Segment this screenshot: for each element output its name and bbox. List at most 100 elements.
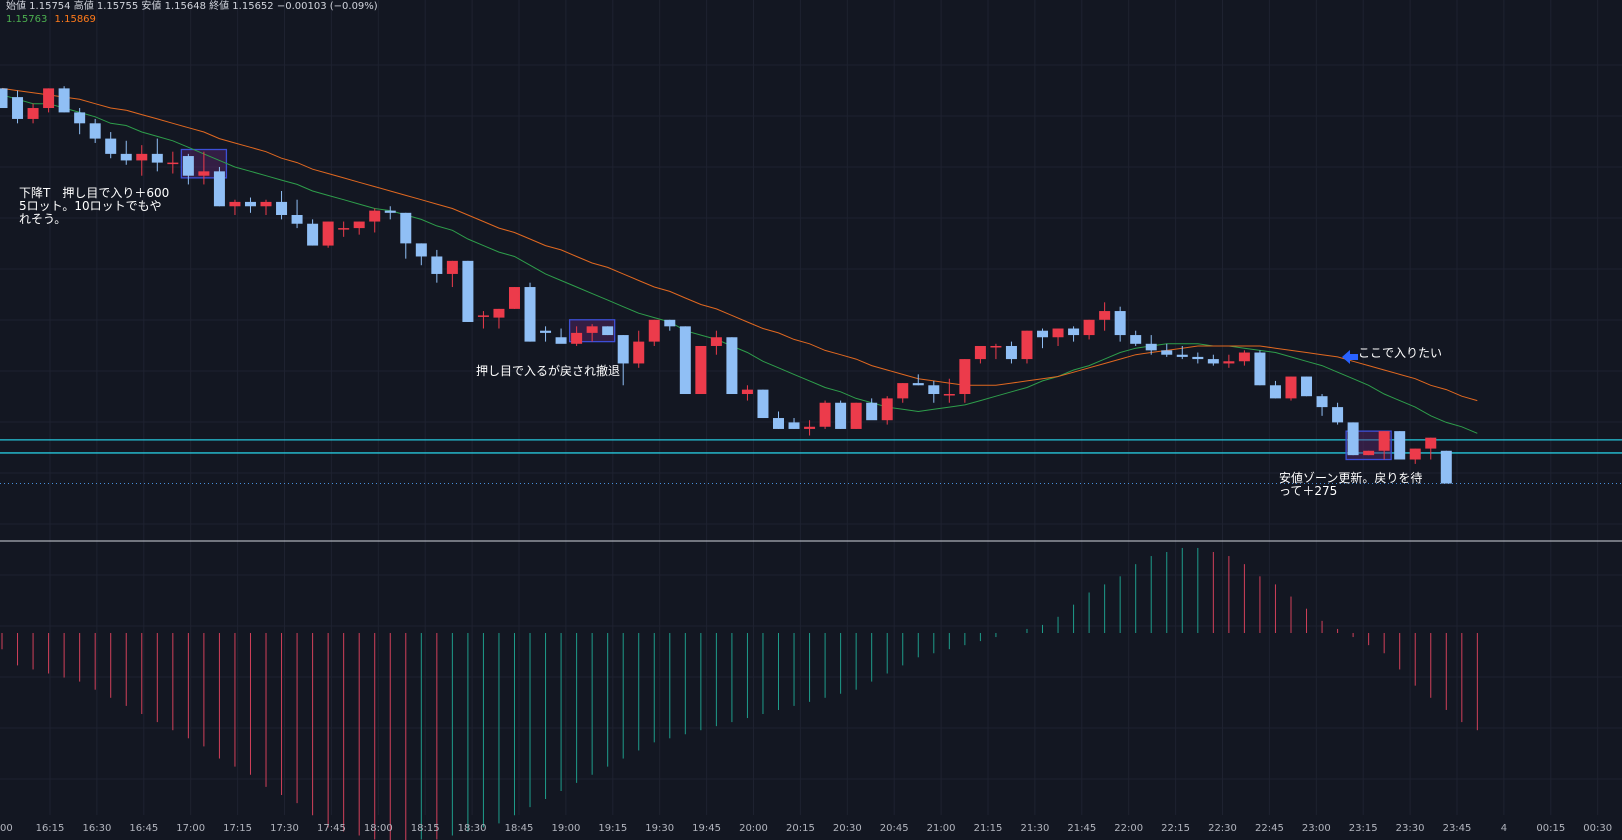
candle (493, 308, 505, 329)
candle (43, 88, 55, 113)
x-tick-label: 18:30 (458, 823, 487, 834)
candle (1037, 328, 1049, 349)
candle-body (12, 97, 24, 119)
x-tick-label: 18:45 (505, 823, 534, 834)
candle (58, 86, 70, 113)
candle (571, 326, 583, 346)
candle-body (1114, 311, 1126, 336)
candle-body (1223, 361, 1235, 364)
candle-body (897, 383, 909, 399)
candle (400, 212, 412, 259)
candle-body (850, 402, 862, 429)
ohlc-text: 始値 1.15754 高値 1.15755 安値 1.15648 終値 1.15… (6, 1, 378, 12)
candle (819, 400, 831, 429)
candle-body (508, 287, 520, 309)
time-axis: 00 16:15 16:30 16:45 17:00 17:15 17:30 17:45 18:… (0, 823, 1612, 834)
candle-body (540, 330, 552, 333)
candle-body (213, 171, 225, 207)
candle-body (322, 221, 334, 246)
candle-body (493, 308, 505, 318)
candle-body (959, 359, 971, 395)
candle (524, 282, 536, 342)
candle (1021, 330, 1033, 364)
candle (679, 326, 691, 395)
candle (1130, 330, 1142, 346)
candle-body (990, 345, 1002, 348)
candle-body (89, 123, 101, 139)
ma-legend: 1.15763 1.15869 (6, 14, 100, 25)
candlestick-series (0, 86, 1452, 484)
candle (1332, 402, 1344, 425)
candle-body (27, 108, 39, 119)
candle (1301, 376, 1313, 397)
candle (1068, 326, 1080, 342)
candle (881, 396, 893, 425)
candle (12, 90, 24, 124)
candle-body (912, 383, 924, 386)
x-tick-label: 22:30 (1208, 823, 1237, 834)
annotation-pullback-exit[interactable]: 押し目で入るが戻され撤退 (476, 364, 621, 378)
candle-body (1394, 431, 1406, 460)
candle-body (726, 337, 738, 395)
candle (244, 197, 256, 213)
candle-body (1409, 448, 1421, 460)
candle (943, 378, 955, 403)
x-tick-label: 16:45 (129, 823, 158, 834)
ma-slow-line (1, 87, 1478, 402)
candle (322, 221, 334, 248)
x-tick-label: 19:30 (645, 823, 674, 834)
x-tick-label: 20:30 (833, 823, 862, 834)
candle-body (974, 345, 986, 360)
candle (477, 311, 489, 329)
candle (1192, 352, 1204, 364)
annotation-entry-wish[interactable]: ここで入りたい (1358, 346, 1443, 360)
candle-body (835, 402, 847, 429)
candle (1347, 422, 1359, 456)
candle-body (819, 402, 831, 427)
candle-body (804, 426, 816, 429)
candle (260, 199, 272, 215)
candle (415, 243, 427, 266)
x-tick-label: 20:15 (786, 823, 815, 834)
candle-body (1192, 356, 1204, 360)
candle (508, 287, 520, 309)
candle-body (1145, 343, 1157, 351)
candle (105, 132, 117, 159)
histogram-series (1, 547, 1478, 840)
candle (384, 206, 396, 220)
candle (74, 108, 86, 135)
candle (338, 221, 350, 237)
candle-body (244, 201, 256, 207)
candle (1394, 431, 1406, 460)
x-tick-label: 19:45 (692, 823, 721, 834)
x-tick-label: 16:15 (36, 823, 65, 834)
candle (1114, 306, 1126, 342)
candle-body (1363, 450, 1375, 456)
annotation-downtrend[interactable]: 下降T 押し目で入り＋600 5ロット。10ロットでもや れそう。 (19, 186, 170, 226)
candle (1207, 354, 1219, 366)
candle (773, 411, 784, 429)
candle-body (462, 260, 474, 322)
x-tick-label: 21:30 (1020, 823, 1049, 834)
candle-body (477, 315, 489, 317)
candle (1005, 341, 1017, 364)
candle (726, 337, 738, 395)
x-tick-label: 19:15 (598, 823, 627, 834)
candle (0, 88, 8, 109)
annotation-low-zone[interactable]: 安値ゾーン更新。戻りを待 って＋275 (1279, 471, 1423, 498)
candle-body (695, 345, 707, 395)
candle-body (260, 201, 272, 207)
candle-body (105, 138, 117, 154)
candle-body (1440, 450, 1452, 484)
candle (446, 260, 458, 288)
candle (229, 199, 241, 215)
candle (307, 219, 319, 246)
candle (213, 166, 225, 207)
candle (291, 199, 303, 229)
x-tick-label: 19:00 (551, 823, 580, 834)
candle-body (0, 88, 8, 109)
x-tick-label: 18:00 (364, 823, 393, 834)
ma-slow-value: 1.15869 (54, 14, 96, 25)
x-tick-label: 16:30 (82, 823, 111, 834)
